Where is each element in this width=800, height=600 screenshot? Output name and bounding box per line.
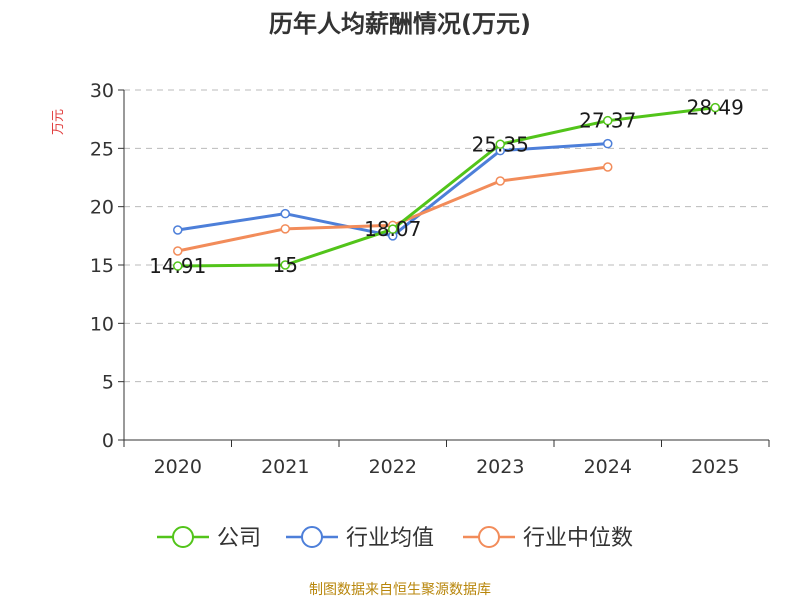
data-label-2023: 25.35	[472, 132, 529, 156]
x-tick-label-2021: 2021	[261, 456, 309, 478]
data-label-2020: 14.91	[149, 254, 206, 278]
legend-item-1[interactable]: 行业均值	[286, 526, 434, 551]
data-point-s0-2025	[710, 102, 720, 113]
series	[173, 102, 720, 271]
legend-item-2[interactable]: 行业中位数	[463, 526, 633, 551]
data-point-s1-2021	[280, 208, 290, 219]
legend-item-0[interactable]: 公司	[157, 526, 261, 551]
y-axis-label: 万元	[51, 109, 66, 135]
data-point-s2-2021	[280, 224, 290, 234]
y-tick-label-10: 10	[90, 313, 114, 335]
y-tick-label-30: 30	[90, 80, 114, 102]
grid	[124, 89, 769, 383]
x-tick-label-2024: 2024	[584, 456, 632, 478]
data-point-s0-2022	[388, 224, 398, 234]
legend-label-0: 公司	[217, 526, 261, 551]
source-note: 制图数据来自恒生聚源数据库	[309, 582, 491, 598]
data-label-2021: 15	[273, 253, 298, 277]
legend-label-1: 行业均值	[346, 526, 434, 551]
data-label-2022: 18.07	[364, 217, 421, 241]
legend-marker-2	[478, 526, 500, 548]
x-tick-label-2023: 2023	[476, 456, 524, 478]
data-point-s2-2024	[603, 162, 613, 172]
data-point-s2-2020	[173, 246, 183, 256]
data-label-2024: 27.37	[579, 109, 636, 133]
legend-marker-1	[301, 526, 323, 548]
data-point-s2-2023	[495, 176, 505, 186]
data-point-s0-2021	[280, 260, 290, 270]
x-tick-label-2020: 2020	[154, 456, 202, 478]
y-tick-label-5: 5	[102, 372, 114, 394]
data-point-s0-2023	[495, 139, 505, 149]
y-tick-label-20: 20	[90, 197, 114, 219]
x-tick-label-2022: 2022	[369, 456, 417, 478]
data-point-s0-2024	[603, 115, 613, 126]
y-tick-label-0: 0	[102, 430, 114, 452]
data-point-s1-2020	[173, 225, 183, 235]
legend-marker-0	[172, 526, 194, 548]
y-tick-label-15: 15	[90, 255, 114, 277]
data-point-s1-2024	[603, 138, 613, 149]
y-tick-label-25: 25	[90, 138, 114, 160]
data-labels: 14.91 15 18.07 25.35 27.37 28.49	[149, 96, 744, 278]
data-point-s0-2020	[173, 261, 183, 271]
legend-label-2: 行业中位数	[523, 526, 633, 551]
legend[interactable]: 公司 行业均值 行业中位数	[157, 526, 633, 551]
chart-title: 历年人均薪酬情况(万元)	[269, 10, 531, 38]
x-tick-label-2025: 2025	[691, 456, 739, 478]
data-label-2025: 28.49	[687, 96, 744, 120]
series-line-0	[177, 106, 716, 268]
